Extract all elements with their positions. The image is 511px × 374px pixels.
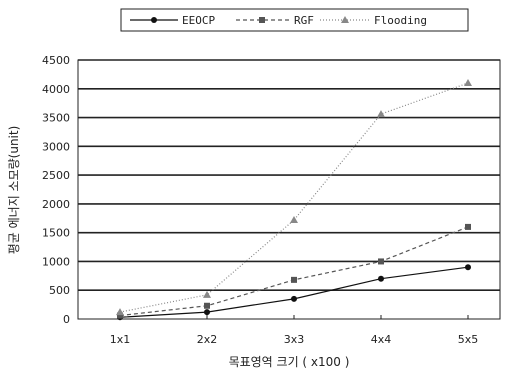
- legend-marker-flooding: [341, 16, 349, 23]
- y-tick-label: 500: [49, 284, 70, 297]
- legend-label-flooding: Flooding: [374, 14, 427, 27]
- x-tick-label: 5x5: [458, 333, 479, 346]
- point-rgf: [117, 312, 123, 319]
- point-eeocp: [465, 264, 471, 271]
- point-eeocp: [204, 309, 210, 316]
- y-tick-label: 4000: [42, 83, 70, 96]
- point-flooding: [290, 216, 298, 224]
- legend-item-eeocp: EEOCP: [130, 14, 215, 27]
- legend-label-eeocp: EEOCP: [182, 14, 215, 27]
- point-flooding: [203, 290, 211, 298]
- point-eeocp: [378, 275, 384, 282]
- point-eeocp: [291, 295, 297, 302]
- x-axis-title: 목표영역 크기 ( x100 ): [229, 355, 350, 369]
- x-tick-label: 1x1: [110, 333, 131, 346]
- point-flooding: [116, 308, 124, 316]
- y-tick-label: 3000: [42, 140, 70, 153]
- plot-area-border: [77, 59, 501, 320]
- y-tick-label: 1000: [42, 255, 70, 268]
- point-rgf: [378, 258, 384, 265]
- legend-box: [120, 8, 469, 32]
- y-tick-label: 2500: [42, 169, 70, 182]
- y-tick-label: 0: [63, 313, 70, 326]
- legend: EEOCP RGF Flooding: [120, 8, 469, 32]
- legend-item-flooding: Flooding: [320, 14, 427, 27]
- x-tick-label: 4x4: [371, 333, 392, 346]
- y-tick-label: 4500: [42, 54, 70, 67]
- legend-label-rgf: RGF: [294, 14, 314, 27]
- legend-item-rgf: RGF: [236, 14, 314, 27]
- point-rgf: [465, 223, 471, 230]
- y-tick-label: 3500: [42, 112, 70, 125]
- series-layer: [116, 79, 472, 321]
- y-axis-ticks: 0 500 1000 1500 2000 2500 3000 3500 4000 4500: [42, 54, 70, 326]
- point-rgf: [291, 276, 297, 283]
- legend-marker-rgf: [259, 17, 265, 23]
- point-flooding: [464, 79, 472, 87]
- legend-marker-eeocp: [151, 17, 157, 23]
- point-flooding: [377, 110, 385, 118]
- x-tick-label: 3x3: [284, 333, 305, 346]
- series-line-rgf: [119, 226, 469, 317]
- y-axis-title: 평균 에너지 소모량(unit): [7, 126, 21, 255]
- point-rgf: [204, 302, 210, 309]
- x-axis-ticks: 1x1 2x2 3x3 4x4 5x5: [110, 315, 479, 346]
- y-tick-label: 2000: [42, 198, 70, 211]
- x-tick-label: 2x2: [197, 333, 218, 346]
- y-tick-label: 1500: [42, 227, 70, 240]
